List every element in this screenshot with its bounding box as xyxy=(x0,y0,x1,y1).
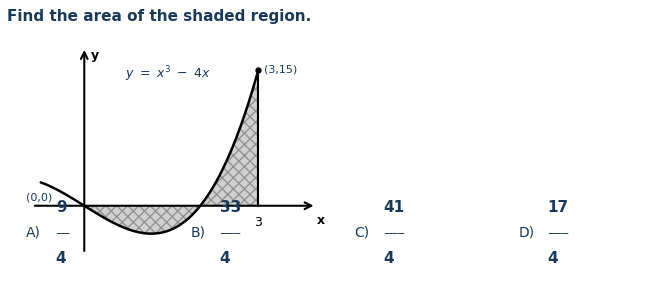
Text: (3,15): (3,15) xyxy=(264,65,297,75)
Text: 4: 4 xyxy=(548,251,558,266)
Text: A): A) xyxy=(26,226,41,240)
Text: ───: ─── xyxy=(220,228,240,238)
Text: C): C) xyxy=(354,226,369,240)
Text: 4: 4 xyxy=(220,251,230,266)
Text: 4: 4 xyxy=(56,251,66,266)
Text: (0,0): (0,0) xyxy=(26,192,52,202)
Text: 33: 33 xyxy=(220,200,241,215)
Text: y: y xyxy=(91,49,99,62)
Text: 9: 9 xyxy=(56,200,66,215)
Text: 4: 4 xyxy=(384,251,394,266)
Text: x: x xyxy=(317,214,325,227)
Text: D): D) xyxy=(518,226,535,240)
Text: Find the area of the shaded region.: Find the area of the shaded region. xyxy=(7,9,311,24)
Text: ───: ─── xyxy=(548,228,568,238)
Text: ───: ─── xyxy=(384,228,404,238)
Text: 17: 17 xyxy=(548,200,569,215)
Text: $y\ =\ x^3\ -\ 4x$: $y\ =\ x^3\ -\ 4x$ xyxy=(125,64,211,84)
Text: ──: ── xyxy=(56,228,70,238)
Text: 3: 3 xyxy=(255,216,262,229)
Text: B): B) xyxy=(190,226,205,240)
Text: 41: 41 xyxy=(384,200,405,215)
